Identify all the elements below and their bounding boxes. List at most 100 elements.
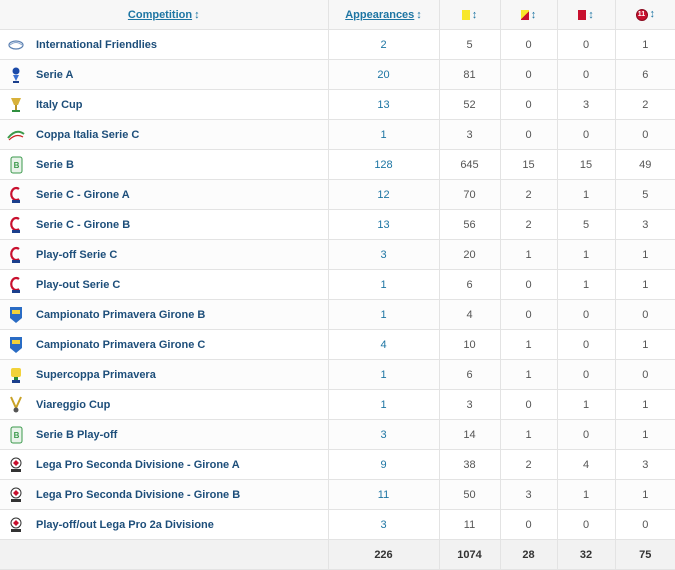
svg-text:B: B: [13, 431, 19, 440]
competition-link[interactable]: Serie C - Girone A: [36, 188, 130, 201]
appearances-cell[interactable]: 13: [328, 209, 440, 240]
second-yellow-column-header[interactable]: ↕: [500, 0, 558, 30]
yellow-cards-cell: 11: [439, 509, 501, 540]
competition-link[interactable]: Play-off Serie C: [36, 248, 118, 261]
second-yellow-cell: 3: [500, 479, 558, 510]
yellow-cards-cell: 645: [439, 149, 501, 180]
total-second-yellow: 28: [500, 539, 558, 570]
sort-arrows-icon[interactable]: ↕: [530, 8, 537, 21]
red-cards-cell: 1: [557, 179, 616, 210]
red-cards-cell: 3: [557, 89, 616, 120]
competition-cell: Campionato Primavera Girone C: [0, 329, 329, 360]
red-cards-cell: 5: [557, 209, 616, 240]
red-cards-cell: 0: [557, 419, 616, 450]
competition-link[interactable]: Play-out Serie C: [36, 278, 121, 291]
serie-c-logo-icon: [7, 186, 25, 204]
red-cards-column-header[interactable]: ↕: [557, 0, 616, 30]
competition-link[interactable]: Italy Cup: [36, 98, 83, 111]
viareggio-cup-logo-icon: [7, 396, 25, 414]
competition-column-header[interactable]: Competition ↕: [0, 0, 329, 30]
second-yellow-cell: 0: [500, 509, 558, 540]
yellow-cards-cell: 3: [439, 389, 501, 420]
competition-link[interactable]: Supercoppa Primavera: [36, 368, 156, 381]
appearances-cell[interactable]: 12: [328, 179, 440, 210]
competition-link[interactable]: Play-off/out Lega Pro 2a Divisione: [36, 518, 214, 531]
penalties-cell: 1: [615, 269, 675, 300]
sort-arrows-icon[interactable]: ↕: [194, 8, 200, 21]
appearances-cell[interactable]: 4: [328, 329, 440, 360]
penalties-cell: 1: [615, 239, 675, 270]
appearances-column-header[interactable]: Appearances ↕: [328, 0, 440, 30]
competition-link[interactable]: Lega Pro Seconda Divisione - Girone B: [36, 488, 241, 501]
yellow-cards-column-header[interactable]: ↕: [439, 0, 501, 30]
appearances-cell[interactable]: 1: [328, 269, 440, 300]
second-yellow-cell: 15: [500, 149, 558, 180]
competition-cell: Serie C - Girone B: [0, 209, 329, 240]
competition-cell: B Serie B Play-off: [0, 419, 329, 450]
appearances-cell[interactable]: 1: [328, 119, 440, 150]
competition-cell: Coppa Italia Serie C: [0, 119, 329, 150]
appearances-cell[interactable]: 1: [328, 299, 440, 330]
competition-link[interactable]: Coppa Italia Serie C: [36, 128, 140, 141]
red-cards-cell: 4: [557, 449, 616, 480]
appearances-cell[interactable]: 3: [328, 419, 440, 450]
competition-link[interactable]: Campionato Primavera Girone C: [36, 338, 206, 351]
red-cards-cell: 0: [557, 359, 616, 390]
table-row: B Serie B Play-off 3 14 1 0 1: [0, 419, 675, 450]
sort-arrows-icon[interactable]: ↕: [471, 8, 478, 21]
appearances-sort-link[interactable]: Appearances: [345, 8, 415, 21]
red-cards-cell: 0: [557, 119, 616, 150]
table-row: Campionato Primavera Girone C 4 10 1 0 1: [0, 329, 675, 360]
competition-cell: Play-off Serie C: [0, 239, 329, 270]
competition-link[interactable]: Serie A: [36, 68, 74, 81]
appearances-cell[interactable]: 3: [328, 239, 440, 270]
competition-sort-link[interactable]: Competition: [127, 8, 193, 21]
table-row: Lega Pro Seconda Divisione - Girone B 11 5…: [0, 479, 675, 510]
totals-row: 226 1074 28 32 75: [0, 539, 675, 570]
red-cards-cell: 0: [557, 29, 616, 60]
yellow-cards-cell: 20: [439, 239, 501, 270]
second-yellow-cell: 0: [500, 89, 558, 120]
table-row: International Friendlies 2 5 0 0 1: [0, 29, 675, 60]
competition-cell: B Serie B: [0, 149, 329, 180]
primavera-logo-icon: [7, 336, 25, 354]
table-row: Supercoppa Primavera 1 6 1 0 0: [0, 359, 675, 390]
competition-link[interactable]: Serie B: [36, 158, 74, 171]
serie-b-logo-icon: B: [7, 426, 25, 444]
competition-link[interactable]: Campionato Primavera Girone B: [36, 308, 206, 321]
total-red-cards: 32: [557, 539, 616, 570]
table-row: Serie C - Girone B 13 56 2 5 3: [0, 209, 675, 240]
appearances-cell[interactable]: 128: [328, 149, 440, 180]
appearances-cell[interactable]: 1: [328, 359, 440, 390]
penalties-cell: 1: [615, 329, 675, 360]
competition-link[interactable]: Lega Pro Seconda Divisione - Girone A: [36, 458, 240, 471]
yellow-cards-cell: 50: [439, 479, 501, 510]
appearances-cell[interactable]: 2: [328, 29, 440, 60]
coppa-italia-serie-c-logo-icon: [7, 126, 25, 144]
competition-link[interactable]: Viareggio Cup: [36, 398, 111, 411]
competition-link[interactable]: Serie C - Girone B: [36, 218, 131, 231]
penalties-column-header[interactable]: 11 ↕: [615, 0, 675, 30]
serie-c-logo-icon: [7, 276, 25, 294]
sort-arrows-icon[interactable]: ↕: [416, 8, 422, 21]
sort-arrows-icon[interactable]: ↕: [588, 8, 594, 21]
appearances-cell[interactable]: 13: [328, 89, 440, 120]
competition-link[interactable]: Serie B Play-off: [36, 428, 118, 441]
competition-link[interactable]: International Friendlies: [36, 38, 158, 51]
appearances-cell[interactable]: 1: [328, 389, 440, 420]
svg-text:B: B: [13, 161, 19, 170]
sort-arrows-icon[interactable]: ↕: [649, 8, 656, 21]
penalties-cell: 49: [615, 149, 675, 180]
red-cards-cell: 15: [557, 149, 616, 180]
appearances-cell[interactable]: 9: [328, 449, 440, 480]
appearances-cell[interactable]: 11: [328, 479, 440, 510]
yellow-card-icon: [461, 9, 470, 20]
red-cards-cell: 0: [557, 59, 616, 90]
appearances-cell[interactable]: 3: [328, 509, 440, 540]
table-row: Play-off Serie C 3 20 1 1 1: [0, 239, 675, 270]
appearances-cell[interactable]: 20: [328, 59, 440, 90]
penalties-cell: 5: [615, 179, 675, 210]
red-cards-cell: 1: [557, 269, 616, 300]
